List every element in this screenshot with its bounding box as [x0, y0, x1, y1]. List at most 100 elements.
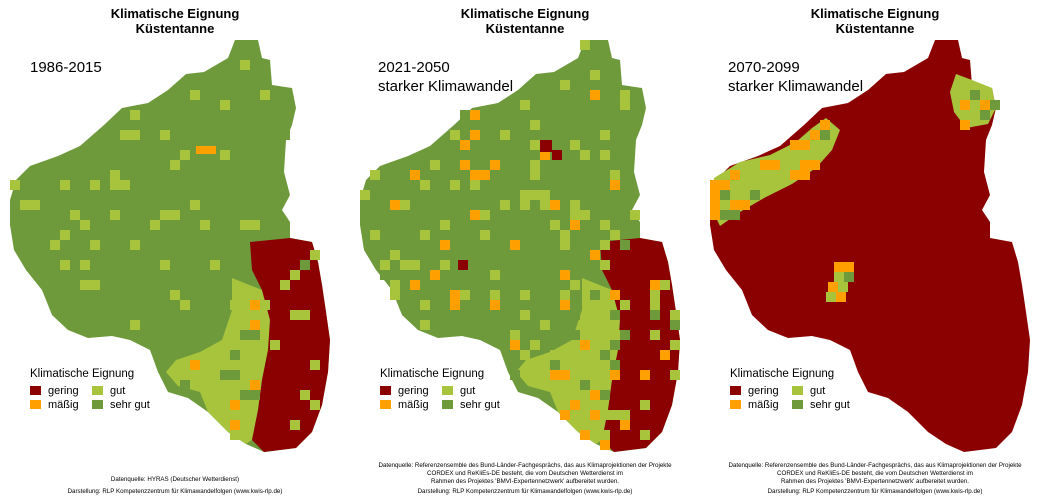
grid-cell: [640, 400, 650, 410]
credit: Darstellung: RLP Kompetenzzentrum für Kl…: [417, 488, 633, 495]
grid-cell: [480, 230, 490, 240]
grid-cell: [560, 270, 570, 280]
grid-cell: [90, 240, 100, 250]
grid-cell: [20, 200, 30, 210]
grid-cell: [650, 310, 660, 320]
grid-cell: [60, 230, 70, 240]
legend-label: gut: [110, 384, 126, 397]
legend-item-gut: gut: [792, 384, 872, 397]
grid-cell: [570, 350, 580, 360]
grid-cell: [560, 370, 570, 380]
grid-cell: [270, 340, 280, 350]
grid-cell: [80, 280, 90, 290]
grid-cell: [250, 330, 260, 340]
grid-cell: [230, 430, 240, 440]
grid-cell: [440, 220, 450, 230]
grid-cell: [590, 70, 600, 80]
grid-cell: [310, 360, 320, 370]
grid-cell: [800, 150, 810, 160]
grid-cell: [580, 430, 590, 440]
grid-cell: [490, 300, 500, 310]
grid-cell: [670, 370, 680, 380]
grid-cell: [160, 320, 170, 330]
grid-cell: [110, 170, 120, 180]
legend-swatch: [792, 400, 803, 409]
grid-cell: [460, 140, 470, 150]
grid-cell: [810, 160, 820, 170]
grid-cell: [590, 430, 600, 440]
grid-cell: [620, 240, 630, 250]
grid-cell: [530, 190, 540, 200]
grid-cell: [250, 320, 260, 330]
grid-cell: [440, 260, 450, 270]
grid-cell: [570, 200, 580, 210]
grid-cell: [470, 170, 480, 180]
grid-cell: [640, 430, 650, 440]
legend-item-gering: gering: [30, 384, 92, 397]
grid-cell: [400, 200, 410, 210]
grid-cell: [250, 360, 260, 370]
grid-cell: [600, 440, 610, 450]
grid-cell: [200, 200, 210, 210]
grid-cell: [600, 150, 610, 160]
grid-cell: [570, 140, 580, 150]
grid-cell: [250, 380, 260, 390]
grid-cell: [530, 80, 540, 90]
legend-label: sehr gut: [110, 398, 150, 411]
grid-cell: [610, 370, 620, 380]
grid-cell: [670, 320, 680, 330]
grid-cell: [460, 290, 470, 300]
grid-cell: [600, 430, 610, 440]
grid-cell: [50, 240, 60, 250]
grid-cell: [196, 146, 216, 154]
grid-cell: [230, 420, 240, 430]
grid-cell: [470, 130, 480, 140]
grid-cell: [390, 200, 400, 210]
legend-label: sehr gut: [810, 398, 850, 411]
grid-cell: [660, 280, 670, 290]
grid-cell: [370, 230, 380, 240]
grid-cell: [450, 290, 460, 300]
grid-cell: [430, 160, 440, 170]
grid-cell: [80, 260, 90, 270]
grid-cell: [590, 370, 600, 380]
legend-label: mäßig: [48, 398, 79, 411]
grid-cell: [190, 200, 200, 210]
legend-item-gut: gut: [92, 384, 172, 397]
grid-cell: [230, 300, 240, 310]
grid-cell: [620, 90, 630, 100]
period-label: 1986-2015: [30, 58, 102, 77]
grid-cell: [130, 110, 140, 120]
legend: Klimatische Eignung gering gut mäßig seh…: [730, 368, 872, 411]
grid-cell: [420, 300, 430, 310]
grid-cell: [560, 80, 570, 90]
legend-swatch: [30, 386, 41, 395]
grid-cell: [470, 210, 480, 220]
grid-cell: [190, 360, 200, 370]
grid-cell: [240, 220, 250, 230]
map-panel-1986-2015: Klimatische Eignung Küstentanne 1986-201…: [0, 0, 350, 500]
grid-cell: [590, 270, 600, 280]
grid-cell: [530, 120, 540, 130]
legend-item-massig: mäßig: [30, 398, 92, 411]
source-line: Datenquelle: Referenzensemble des Bund-L…: [378, 462, 672, 469]
grid-cell: [160, 130, 170, 140]
grid-cell: [550, 220, 560, 230]
grid-cell: [510, 340, 520, 350]
grid-cell: [590, 260, 600, 270]
grid-cell: [560, 200, 570, 210]
grid-cell: [970, 90, 980, 100]
period-line-1: 2070-2099: [728, 59, 800, 76]
grid-cell: [600, 350, 610, 360]
grid-cell: [610, 410, 620, 420]
legend-swatch: [442, 400, 453, 409]
grid-cell: [490, 290, 500, 300]
grid-cell: [240, 380, 250, 390]
grid-cell: [460, 160, 470, 170]
grid-cell: [570, 220, 580, 230]
grid-cell: [550, 200, 560, 210]
grid-cell: [610, 170, 620, 180]
grid-cell: [560, 410, 570, 420]
grid-cell: [570, 310, 580, 320]
